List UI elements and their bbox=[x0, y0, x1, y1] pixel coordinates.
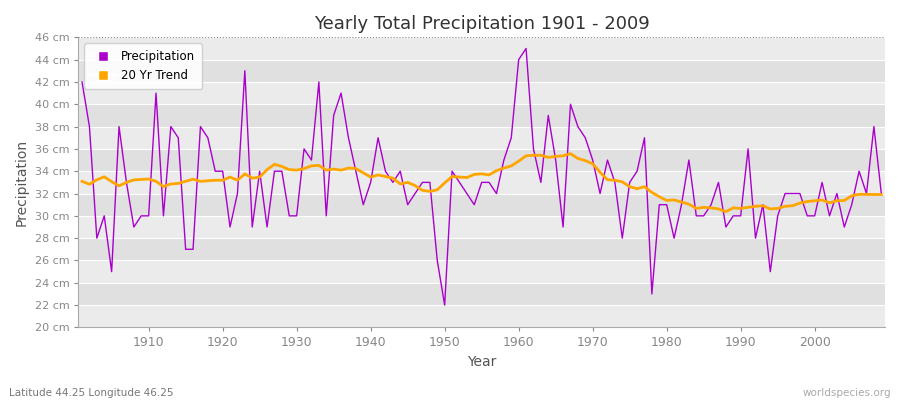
Bar bbox=[78, 60, 885, 82]
Text: Latitude 44.25 Longitude 46.25: Latitude 44.25 Longitude 46.25 bbox=[9, 388, 174, 398]
Bar bbox=[78, 305, 885, 328]
Bar bbox=[78, 216, 885, 238]
Bar bbox=[78, 37, 885, 60]
Title: Yearly Total Precipitation 1901 - 2009: Yearly Total Precipitation 1901 - 2009 bbox=[314, 15, 650, 33]
Bar bbox=[78, 283, 885, 305]
Legend: Precipitation, 20 Yr Trend: Precipitation, 20 Yr Trend bbox=[85, 43, 202, 89]
X-axis label: Year: Year bbox=[467, 355, 497, 369]
Bar bbox=[78, 238, 885, 260]
Bar bbox=[78, 260, 885, 283]
Y-axis label: Precipitation: Precipitation bbox=[15, 139, 29, 226]
Text: worldspecies.org: worldspecies.org bbox=[803, 388, 891, 398]
Bar bbox=[78, 126, 885, 149]
Bar bbox=[78, 194, 885, 216]
Bar bbox=[78, 82, 885, 104]
Bar bbox=[78, 104, 885, 126]
Bar bbox=[78, 171, 885, 194]
Bar bbox=[78, 149, 885, 171]
